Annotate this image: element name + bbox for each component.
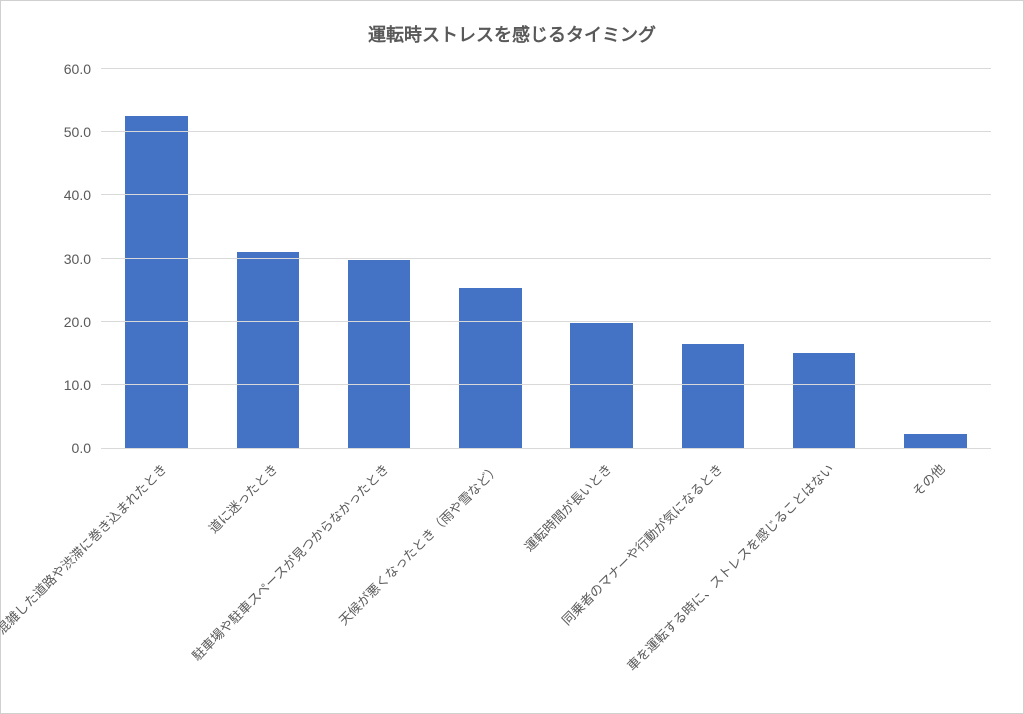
bar: [237, 252, 299, 448]
gridline: [101, 68, 991, 69]
bar: [570, 323, 632, 448]
chart-container: 運転時ストレスを感じるタイミング 0.010.020.030.040.050.0…: [0, 0, 1024, 714]
bar-slot: [212, 69, 323, 448]
bar: [682, 344, 744, 448]
y-tick-label: 50.0: [64, 124, 101, 140]
bar: [904, 434, 966, 448]
gridline: [101, 194, 991, 195]
x-label-slot: 混雑した道路や渋滞に巻き込まれたとき: [101, 453, 212, 703]
x-label-slot: 天候が悪くなったとき（雨や雪など）: [435, 453, 546, 703]
x-label-slot: 車を運転する時に、ストレスを感じることはない: [769, 453, 880, 703]
bar-slot: [769, 69, 880, 448]
x-axis-labels: 混雑した道路や渋滞に巻き込まれたとき道に迷ったとき駐車場や駐車スペースが見つから…: [101, 453, 991, 703]
x-tick-label: 道に迷ったとき: [204, 459, 282, 537]
y-tick-label: 10.0: [64, 377, 101, 393]
x-label-slot: その他: [880, 453, 991, 703]
bar-slot: [546, 69, 657, 448]
gridline: [101, 384, 991, 385]
x-tick-label: 混雑した道路や渋滞に巻き込まれたとき: [0, 459, 170, 638]
bar-slot: [435, 69, 546, 448]
bar-slot: [657, 69, 768, 448]
bar: [125, 116, 187, 448]
y-tick-label: 20.0: [64, 314, 101, 330]
bar-slot: [101, 69, 212, 448]
bars-group: [101, 69, 991, 448]
bar: [793, 353, 855, 448]
x-tick-label: その他: [908, 459, 949, 500]
y-tick-label: 40.0: [64, 187, 101, 203]
gridline: [101, 258, 991, 259]
bar-slot: [880, 69, 991, 448]
y-tick-label: 60.0: [64, 61, 101, 77]
bar: [459, 288, 521, 448]
y-tick-label: 0.0: [72, 440, 101, 456]
gridline: [101, 321, 991, 322]
gridline: [101, 131, 991, 132]
y-tick-label: 30.0: [64, 251, 101, 267]
chart-title: 運転時ストレスを感じるタイミング: [1, 21, 1023, 47]
bar: [348, 260, 410, 448]
bar-slot: [324, 69, 435, 448]
plot-area: 0.010.020.030.040.050.060.0: [101, 69, 991, 449]
